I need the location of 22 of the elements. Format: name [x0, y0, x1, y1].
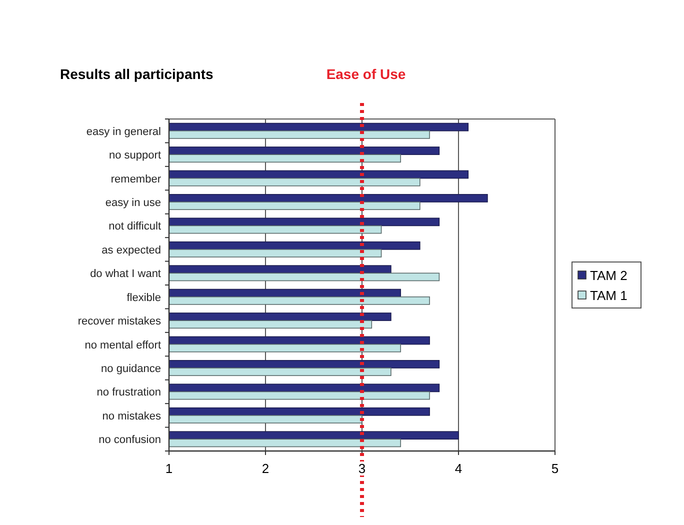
y-tick-label: no mistakes: [102, 410, 162, 422]
y-tick-label: flexible: [126, 292, 161, 304]
y-tick-label: easy in use: [105, 197, 161, 209]
chart-title: Results all participants: [60, 66, 214, 82]
y-tick-label: no confusion: [98, 434, 161, 446]
y-tick-label: remember: [110, 173, 162, 186]
y-tick-label: no mental effort: [84, 339, 161, 352]
y-tick-label: no support: [109, 150, 161, 162]
x-tick-label: 2: [262, 461, 270, 476]
x-tick-label: 4: [454, 461, 462, 476]
legend-label: TAM 2: [590, 268, 628, 283]
legend-label: TAM 1: [590, 288, 628, 303]
y-tick-label: easy in general: [86, 126, 161, 138]
x-tick-label: 1: [165, 461, 173, 476]
y-tick-label: no guidance: [101, 363, 161, 375]
y-tick-label: recover mistakes: [78, 316, 162, 328]
x-tick-label: 5: [551, 461, 559, 476]
y-tick-label: no frustration: [96, 386, 161, 399]
chart-subtitle: Ease of Use: [326, 66, 406, 82]
y-tick-label: do what I want: [90, 268, 161, 280]
y-tick-label: not difficult: [108, 220, 161, 233]
y-tick-label: as expected: [102, 244, 161, 256]
